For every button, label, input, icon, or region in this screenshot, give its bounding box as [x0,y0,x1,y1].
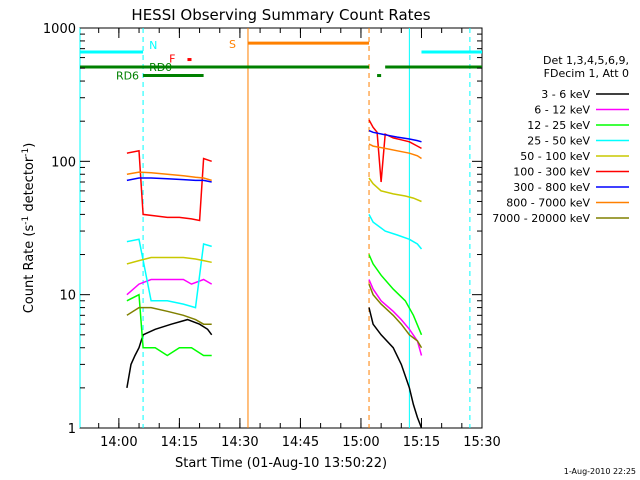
series-50-100-kev-line [126,256,212,265]
y-axis-label-part: ) [22,143,37,148]
legend-label: 300 - 800 keV [513,181,590,194]
y-tick-label: 1000 [43,22,76,37]
chart-title: HESSI Observing Summary Count Rates [131,6,430,24]
x-tick-label: 14:00 [100,435,137,450]
legend-label: 7000 - 20000 keV [492,212,590,225]
x-tick-label: 15:00 [342,435,379,450]
flag-rd0-label: RD0 [149,61,172,74]
y-tick-label: 100 [51,155,76,170]
legend-entries: 3 - 6 keV 6 - 12 keV 12 - 25 keV 25 - 50 ke… [492,88,629,225]
legend-label: 100 - 300 keV [513,166,590,179]
y-axis-label-superscript: -1 [21,216,31,225]
x-tick-label: 14:45 [282,435,319,450]
flag-s-label: S [229,38,236,51]
y-axis-label-part: detector [22,156,37,216]
series-100-300-kev-line [126,149,212,222]
y-axis: 1 10 100 1000 [43,22,482,437]
plot-area [79,27,483,429]
series-6-12-kev-line [126,278,213,296]
legend-label: 6 - 12 keV [534,104,590,117]
flag-rd6-label: RD6 [116,70,139,83]
series-50-100-kev-line [368,177,422,203]
series-300-800-kev-line [126,177,212,183]
legend-label: 12 - 25 keV [527,119,590,132]
y-axis-label-superscript: -1 [21,148,31,157]
series-800-7000-kev-line [368,143,422,160]
series-7000-20000-kev-line [126,306,212,325]
series-12-25-kev-line [368,254,423,336]
y-axis-label-part: Count Rate (s [22,225,37,314]
legend-label: 50 - 100 keV [520,150,590,163]
plot-frame [79,27,483,429]
legend-label: 800 - 7000 keV [506,197,590,210]
series-25-50-kev-line [368,214,423,250]
legend-label: 25 - 50 keV [527,135,590,148]
series-3-6-kev-line [368,307,423,429]
series-3-6-kev-line [126,318,213,389]
legend-header-line-1: Det 1,3,4,5,6,9, [543,54,629,67]
x-tick-label: 14:15 [161,435,198,450]
timestamp: 1-Aug-2010 22:25 [564,467,636,476]
x-axis: 14:00 14:15 14:30 14:45 15:00 15:15 15:30 [98,28,501,450]
series-12-25-kev-line [126,293,212,357]
series-7000-20000-kev-line [368,283,423,349]
x-axis-label: Start Time (01-Aug-10 13:50:22) [175,456,387,471]
y-axis-label: Count Rate (s-1 detector-1) [21,143,37,314]
flag-n-label: N [149,39,157,52]
series-25-50-kev-line [126,238,212,309]
y-tick-label: 1 [68,422,76,437]
flag-f-label: F [169,53,175,66]
x-tick-label: 15:15 [403,435,440,450]
series-lines [126,119,423,429]
y-tick-label: 10 [59,289,76,304]
x-tick-label: 14:30 [221,435,258,450]
series-800-7000-kev-line [126,171,212,182]
x-tick-label: 15:30 [463,435,500,450]
legend: Det 1,3,4,5,6,9, FDecim 1, Att 0 3 - 6 k… [492,54,629,225]
series-300-800-kev-line [368,129,422,143]
legend-header-line-2: FDecim 1, Att 0 [544,67,629,80]
time-markers [79,28,471,428]
legend-label: 3 - 6 keV [541,88,590,101]
